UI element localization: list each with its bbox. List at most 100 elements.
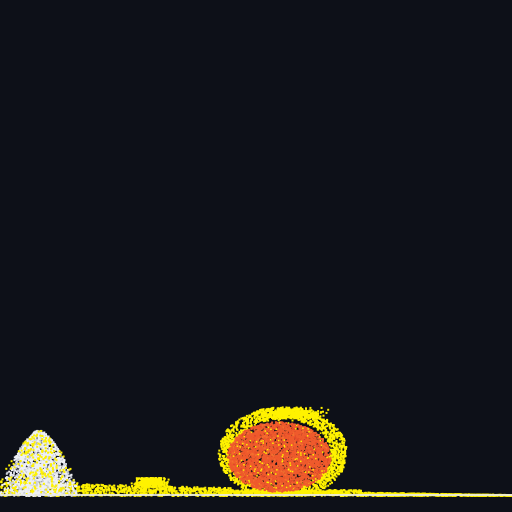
sand-particle: [123, 489, 126, 491]
sand-particle: [211, 487, 214, 490]
sand-particle: [163, 488, 166, 491]
sand-particle: [72, 483, 75, 486]
snow-particle: [39, 487, 42, 489]
sand-particle: [21, 452, 24, 455]
sand-particle: [55, 484, 58, 487]
snow-particle: [48, 469, 51, 472]
sand-particle: [146, 477, 149, 480]
snow-particle: [16, 481, 19, 483]
sand-particle: [90, 490, 93, 493]
snow-particle: [14, 464, 17, 467]
snow-particle: [55, 448, 58, 451]
snow-particle: [43, 433, 45, 436]
snow-particle: [16, 458, 19, 461]
sand-particle: [94, 491, 97, 493]
snow-particle: [46, 478, 49, 480]
snow-particle: [11, 475, 13, 478]
snow-particle: [22, 446, 24, 449]
sand-particle: [0, 485, 3, 488]
snow-particle: [34, 468, 37, 471]
snow-particle: [32, 479, 35, 482]
sand-particle: [82, 485, 85, 487]
snow-particle: [17, 469, 20, 472]
sand-particle: [84, 490, 87, 493]
sand-particle: [112, 489, 115, 492]
snow-particle: [52, 474, 55, 477]
snow-particle: [51, 439, 54, 442]
snow-particle: [61, 481, 64, 484]
snow-particle: [47, 435, 50, 438]
sand-particle: [45, 460, 48, 463]
snow-particle: [64, 472, 67, 475]
snow-particle: [47, 482, 50, 485]
sand-particle: [218, 486, 221, 489]
snow-particle: [68, 477, 71, 480]
snow-particle: [16, 482, 19, 485]
sand-particle: [137, 492, 140, 495]
snow-particle: [38, 478, 41, 481]
snow-particle: [36, 443, 39, 446]
sand-particle: [200, 492, 203, 494]
snow-particle: [41, 484, 43, 487]
sand-particle: [193, 489, 196, 492]
sand-particle: [111, 491, 114, 494]
sand-particle: [34, 459, 37, 462]
snow-particle: [37, 466, 40, 469]
snow-particle: [39, 474, 42, 477]
sand-particle: [125, 486, 128, 489]
snow-particle: [13, 480, 16, 483]
sand-particle: [154, 489, 157, 492]
sand-particle: [223, 491, 226, 493]
snow-particle: [40, 487, 43, 490]
snow-particle: [44, 490, 47, 493]
snow-particle: [29, 458, 32, 461]
sand-particle: [151, 491, 154, 494]
sand-particle: [79, 489, 82, 492]
sand-particle: [188, 487, 191, 490]
snow-particle: [28, 455, 31, 458]
snow-particle: [20, 471, 23, 474]
sand-particle: [141, 481, 144, 483]
snow-particle: [34, 437, 37, 440]
snow-particle: [53, 459, 56, 462]
snow-particle: [63, 489, 66, 492]
sand-particle: [91, 485, 94, 488]
sand-particle: [14, 482, 17, 485]
snow-particle: [66, 470, 69, 473]
sand-particle: [58, 489, 61, 492]
snow-particle: [48, 465, 51, 468]
snow-particle: [17, 458, 20, 461]
snow-particle: [70, 476, 73, 479]
snow-particle: [11, 482, 14, 485]
snow-particle: [37, 455, 40, 458]
snow-particle: [46, 441, 49, 444]
snow-particle: [16, 485, 19, 488]
sand-particle: [145, 488, 148, 490]
snow-particle: [44, 470, 46, 473]
snow-particle: [75, 485, 78, 487]
sand-particle: [84, 488, 87, 491]
snow-particle: [58, 477, 61, 480]
sand-particle: [256, 491, 259, 494]
sand-particle: [80, 485, 83, 488]
snow-particle: [64, 471, 67, 474]
sand-particle: [149, 492, 152, 495]
sand-particle: [158, 488, 161, 490]
sand-particle: [20, 470, 23, 473]
sand-particle: [218, 489, 221, 492]
snow-particle: [60, 457, 63, 460]
snow-particle: [17, 482, 20, 485]
sand-particle: [125, 487, 128, 490]
snow-particle: [18, 461, 21, 464]
sand-particle: [73, 492, 76, 495]
sand-particle: [7, 477, 10, 480]
snow-particle: [11, 488, 13, 491]
sand-particle: [431, 492, 434, 495]
sand-particle: [222, 492, 225, 495]
snow-particle: [12, 479, 14, 482]
sand-particle: [150, 491, 153, 494]
sand-particle: [151, 482, 154, 485]
sand-particle: [402, 492, 405, 495]
snow-particle: [48, 449, 51, 452]
